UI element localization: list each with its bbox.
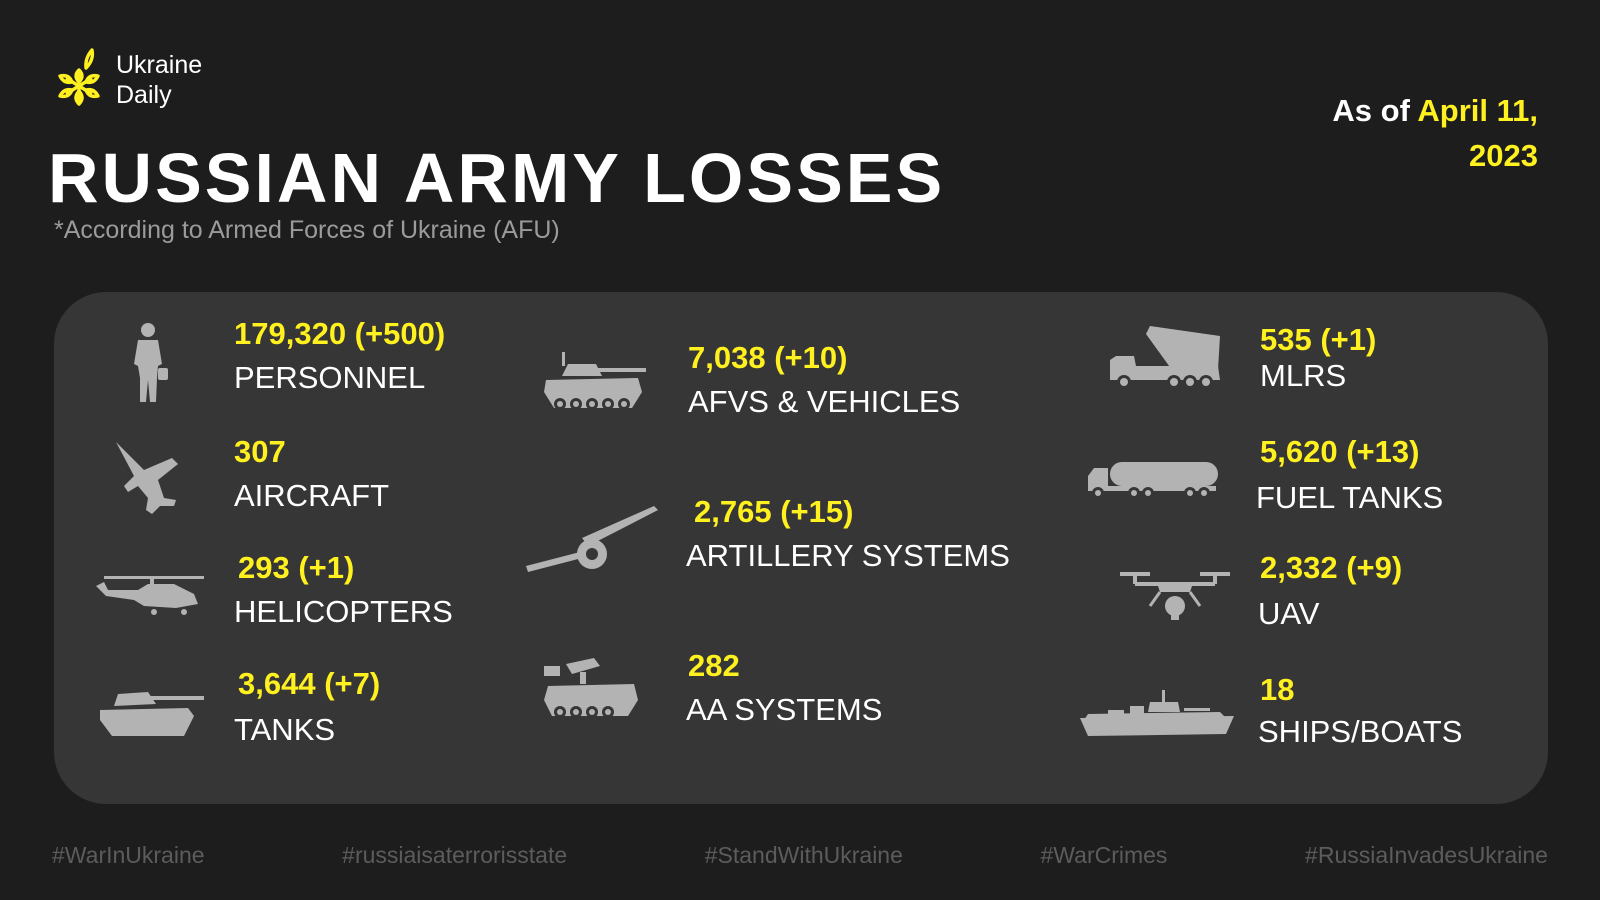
fuel-truck-icon bbox=[1086, 460, 1218, 500]
hashtag: #WarInUkraine bbox=[52, 842, 205, 868]
jet-aircraft-icon bbox=[114, 440, 194, 516]
date-prefix: As of bbox=[1332, 93, 1418, 128]
losses-panel: 179,320 (+500) PERSONNEL 307 AIRCRAFT 29… bbox=[54, 292, 1548, 804]
loss-value: 179,320 (+500) bbox=[234, 316, 446, 351]
loss-value: 307 bbox=[234, 434, 286, 469]
anti-aircraft-vehicle-icon bbox=[542, 658, 640, 724]
rocket-launcher-truck-icon bbox=[1108, 326, 1222, 390]
hashtag: #WarCrimes bbox=[1040, 842, 1168, 868]
loss-value: 293 (+1) bbox=[238, 550, 355, 585]
hashtag: #russiaisaterrorisstate bbox=[342, 842, 568, 868]
loss-label: HELICOPTERS bbox=[234, 594, 453, 629]
loss-label: PERSONNEL bbox=[234, 360, 426, 395]
brand-name-line1: Ukraine bbox=[116, 51, 203, 79]
loss-label: TANKS bbox=[234, 712, 336, 747]
brand-name-line2: Daily bbox=[116, 81, 172, 109]
brand-name: Ukraine Daily bbox=[116, 50, 202, 110]
loss-label: AIRCRAFT bbox=[234, 478, 389, 513]
hashtag-footer: #WarInUkraine #russiaisaterrorisstate #S… bbox=[52, 842, 1548, 869]
loss-value: 535 (+1) bbox=[1260, 322, 1377, 357]
loss-label: ARTILLERY SYSTEMS bbox=[686, 538, 1010, 573]
loss-label: AA SYSTEMS bbox=[686, 692, 883, 727]
page-title: RUSSIAN ARMY LOSSES bbox=[48, 139, 946, 217]
loss-value: 5,620 (+13) bbox=[1260, 434, 1420, 469]
warship-icon bbox=[1080, 690, 1234, 738]
loss-label: UAV bbox=[1258, 596, 1320, 631]
loss-value: 282 bbox=[688, 648, 740, 683]
loss-value: 2,332 (+9) bbox=[1260, 550, 1403, 585]
as-of-date: As of April 11, 2023 bbox=[1238, 88, 1538, 178]
page-subtitle: *According to Armed Forces of Ukraine (A… bbox=[54, 216, 560, 244]
loss-label: FUEL TANKS bbox=[1256, 480, 1444, 515]
snowflake-leaf-logo-icon bbox=[58, 48, 100, 106]
helicopter-icon bbox=[94, 572, 208, 616]
armored-vehicle-icon bbox=[544, 352, 646, 416]
date-value-line1: April 11, bbox=[1417, 93, 1538, 128]
loss-value: 2,765 (+15) bbox=[694, 494, 854, 529]
loss-label: SHIPS/BOATS bbox=[1258, 714, 1463, 749]
loss-label: AFVS & VEHICLES bbox=[688, 384, 961, 419]
drone-icon bbox=[1120, 572, 1230, 628]
brand-logo: Ukraine Daily bbox=[52, 46, 202, 114]
hashtag: #RussiaInvadesUkraine bbox=[1305, 842, 1548, 868]
loss-value: 18 bbox=[1260, 672, 1295, 707]
loss-value: 7,038 (+10) bbox=[688, 340, 848, 375]
loss-value: 3,644 (+7) bbox=[238, 666, 381, 701]
artillery-cannon-icon bbox=[524, 504, 658, 574]
soldier-icon bbox=[130, 322, 170, 404]
date-value-line2: 2023 bbox=[1469, 138, 1538, 173]
loss-label: MLRS bbox=[1260, 358, 1347, 393]
tank-icon bbox=[98, 690, 204, 738]
hashtag: #StandWithUkraine bbox=[704, 842, 903, 868]
